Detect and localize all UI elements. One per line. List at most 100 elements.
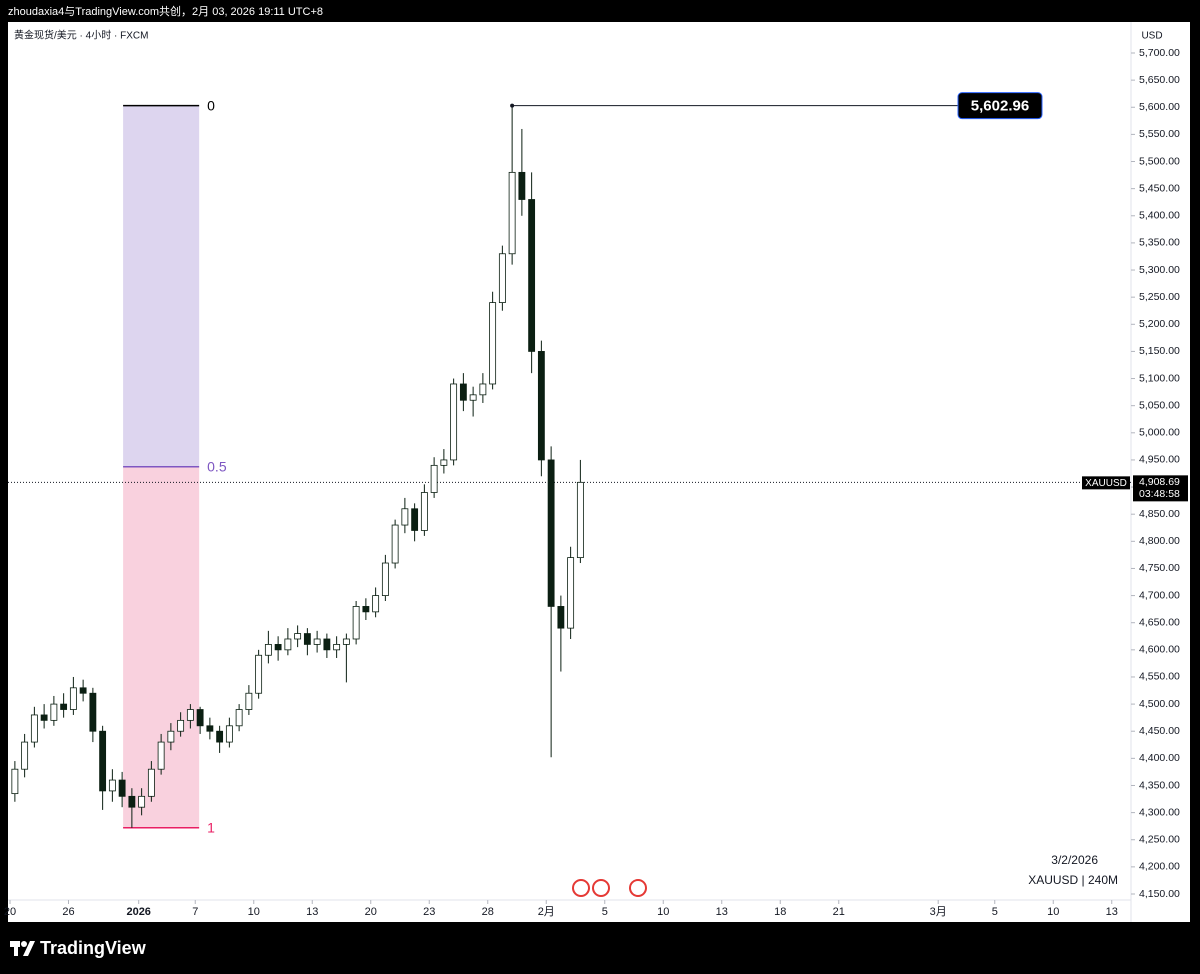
event-icon[interactable] bbox=[572, 879, 590, 897]
y-tick-label: 5,250.00 bbox=[1139, 291, 1180, 303]
candle-body bbox=[450, 383, 458, 461]
fib-level-label: 0 bbox=[207, 97, 215, 113]
candle-body bbox=[79, 687, 87, 694]
y-tick-label: 5,600.00 bbox=[1139, 101, 1180, 113]
candle-body bbox=[469, 394, 477, 401]
x-tick-label: 10 bbox=[248, 906, 260, 918]
candle-body bbox=[333, 644, 341, 651]
y-tick-label: 5,450.00 bbox=[1139, 182, 1180, 194]
footer-date: 3/2/2026 bbox=[1051, 853, 1098, 867]
y-tick-label: 5,700.00 bbox=[1139, 47, 1180, 59]
candle-body bbox=[508, 171, 516, 255]
brand-logo bbox=[10, 941, 35, 956]
candle-body bbox=[430, 464, 438, 493]
y-tick-label: 4,550.00 bbox=[1139, 671, 1180, 683]
y-tick-label: 4,350.00 bbox=[1139, 779, 1180, 791]
candle-body bbox=[157, 741, 165, 770]
chart-panel bbox=[8, 22, 1190, 922]
symbol-box bbox=[1082, 476, 1130, 490]
y-tick-label: 4,750.00 bbox=[1139, 562, 1180, 574]
y-tick-label: 4,950.00 bbox=[1139, 454, 1180, 466]
symbol-label: XAUUSD bbox=[1085, 478, 1127, 489]
chart-title: 黄金现货/美元 · 4小时 · FXCM bbox=[14, 29, 148, 42]
candle-body bbox=[528, 199, 536, 352]
candle-body bbox=[323, 638, 331, 651]
candle-body bbox=[342, 638, 350, 645]
footer-symbol: XAUUSD | 240M bbox=[1028, 873, 1118, 887]
candle-body bbox=[440, 459, 448, 466]
x-tick-label: 2026 bbox=[126, 906, 150, 918]
candle-body bbox=[352, 606, 360, 640]
x-tick-label: 5 bbox=[992, 906, 998, 918]
candle-body bbox=[537, 351, 545, 461]
candle-body bbox=[30, 714, 38, 743]
x-tick-label: 5 bbox=[602, 906, 608, 918]
candle-body bbox=[40, 714, 48, 721]
candle-body bbox=[108, 779, 116, 792]
y-tick-label: 5,550.00 bbox=[1139, 128, 1180, 140]
brand: TradingView bbox=[40, 938, 147, 958]
candle-body bbox=[303, 633, 311, 645]
candle-body bbox=[479, 383, 487, 396]
candle-body bbox=[567, 557, 575, 629]
candle-body bbox=[313, 638, 321, 645]
y-tick-label: 4,150.00 bbox=[1139, 888, 1180, 900]
event-icons bbox=[572, 879, 647, 897]
y-tick-label: 5,150.00 bbox=[1139, 345, 1180, 357]
candle-body bbox=[21, 741, 29, 770]
candle-body bbox=[225, 725, 233, 743]
candle-body bbox=[411, 508, 419, 531]
candle-body bbox=[294, 633, 302, 640]
y-unit: USD bbox=[1141, 31, 1162, 42]
x-tick-label: 20 bbox=[4, 906, 16, 918]
candle-body bbox=[362, 606, 370, 613]
price-note-label: 5,602.96 bbox=[971, 98, 1029, 115]
fib-zone bbox=[123, 105, 200, 467]
y-tick-label: 4,450.00 bbox=[1139, 725, 1180, 737]
candle-body bbox=[547, 459, 555, 607]
x-tick-label: 23 bbox=[423, 906, 435, 918]
y-tick-label: 4,600.00 bbox=[1139, 644, 1180, 656]
candle-body bbox=[177, 719, 185, 732]
x-tick-label: 28 bbox=[482, 906, 494, 918]
y-tick-label: 5,050.00 bbox=[1139, 399, 1180, 411]
x-tick-label: 13 bbox=[306, 906, 318, 918]
y-tick-label: 5,650.00 bbox=[1139, 74, 1180, 86]
x-tick-label: 20 bbox=[365, 906, 377, 918]
candle-body bbox=[518, 171, 526, 200]
y-tick-label: 5,000.00 bbox=[1139, 427, 1180, 439]
x-tick-label: 18 bbox=[774, 906, 786, 918]
candle-body bbox=[216, 730, 224, 743]
y-tick-label: 5,300.00 bbox=[1139, 264, 1180, 276]
candle-body bbox=[11, 768, 19, 795]
fib-level-label: 1 bbox=[207, 820, 215, 836]
event-icon[interactable] bbox=[629, 879, 647, 897]
candle-body bbox=[391, 524, 399, 564]
x-tick-label: 10 bbox=[1047, 906, 1059, 918]
candle-body bbox=[372, 595, 380, 613]
y-tick-label: 5,400.00 bbox=[1139, 210, 1180, 222]
last-price-label: 4,908.69 bbox=[1139, 476, 1180, 488]
y-tick-label: 4,400.00 bbox=[1139, 752, 1180, 764]
candle-body bbox=[138, 795, 146, 808]
x-tick-label: 10 bbox=[657, 906, 669, 918]
candle-body bbox=[557, 606, 565, 629]
y-tick-label: 4,800.00 bbox=[1139, 535, 1180, 547]
y-tick-label: 5,100.00 bbox=[1139, 372, 1180, 384]
y-tick-label: 4,700.00 bbox=[1139, 589, 1180, 601]
candle-body bbox=[186, 709, 194, 721]
last-price-box bbox=[1133, 475, 1188, 502]
y-tick-label: 4,300.00 bbox=[1139, 806, 1180, 818]
candle-body bbox=[60, 703, 68, 710]
candle-body bbox=[459, 383, 467, 401]
price-note-box bbox=[957, 92, 1043, 120]
candle-body bbox=[264, 644, 272, 656]
y-tick-label: 4,650.00 bbox=[1139, 616, 1180, 628]
candle-body bbox=[420, 492, 428, 531]
x-tick-label: 21 bbox=[833, 906, 845, 918]
candle-body bbox=[50, 703, 58, 721]
candle-body bbox=[118, 779, 126, 797]
x-tick-label: 7 bbox=[192, 906, 198, 918]
y-tick-label: 5,500.00 bbox=[1139, 155, 1180, 167]
event-icon[interactable] bbox=[592, 879, 610, 897]
